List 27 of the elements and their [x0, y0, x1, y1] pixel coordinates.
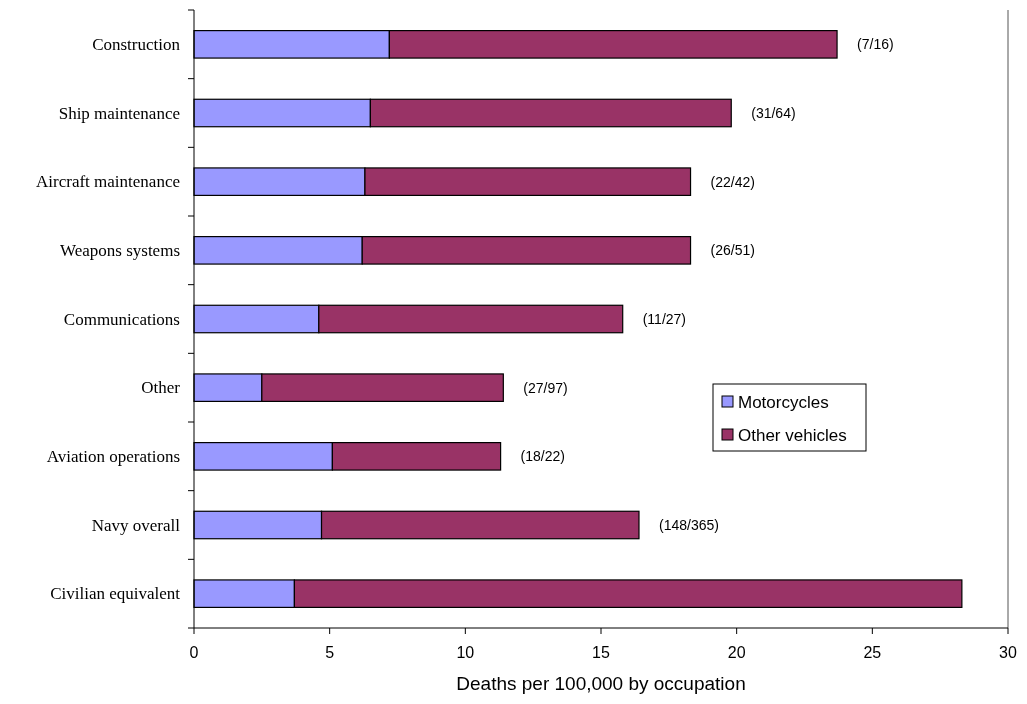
y-tick-label: Navy overall [91, 515, 181, 535]
y-tick-label: Aviation operations [46, 446, 180, 466]
annotation: (27/97) [523, 379, 568, 396]
y-tick-label: Aircraft maintenance [36, 172, 180, 192]
y-tick-label: Weapons systems [60, 240, 180, 260]
y-tick-label: Communications [63, 309, 180, 329]
annotation: (148/365) [658, 517, 719, 533]
annotation: (31/64) [751, 105, 796, 121]
y-tick-label: Ship maintenance [58, 103, 180, 123]
legend-label: Motorcycles [738, 392, 829, 412]
annotation: (26/51) [710, 242, 755, 259]
annotation: (11/27) [642, 311, 687, 327]
x-axis-title: Deaths per 100,000 by occupation [456, 673, 746, 694]
x-tick-label: 5 [325, 644, 335, 661]
x-tick-label: 20 [727, 644, 746, 661]
y-tick-label: Civilian equivalent [50, 584, 181, 604]
legend-label: Other vehicles [738, 425, 847, 445]
x-tick-label: 15 [592, 644, 610, 661]
y-tick-label: Other [141, 378, 181, 398]
x-tick-label: 10 [456, 644, 475, 661]
annotation: (18/22) [520, 448, 565, 465]
x-tick-label: 0 [189, 644, 199, 661]
annotation: (22/42) [710, 173, 755, 190]
annotation: (7/16) [857, 36, 894, 53]
x-tick-label: 30 [999, 644, 1017, 661]
y-tick-label: Construction [92, 34, 181, 54]
x-tick-label: 25 [863, 644, 882, 661]
